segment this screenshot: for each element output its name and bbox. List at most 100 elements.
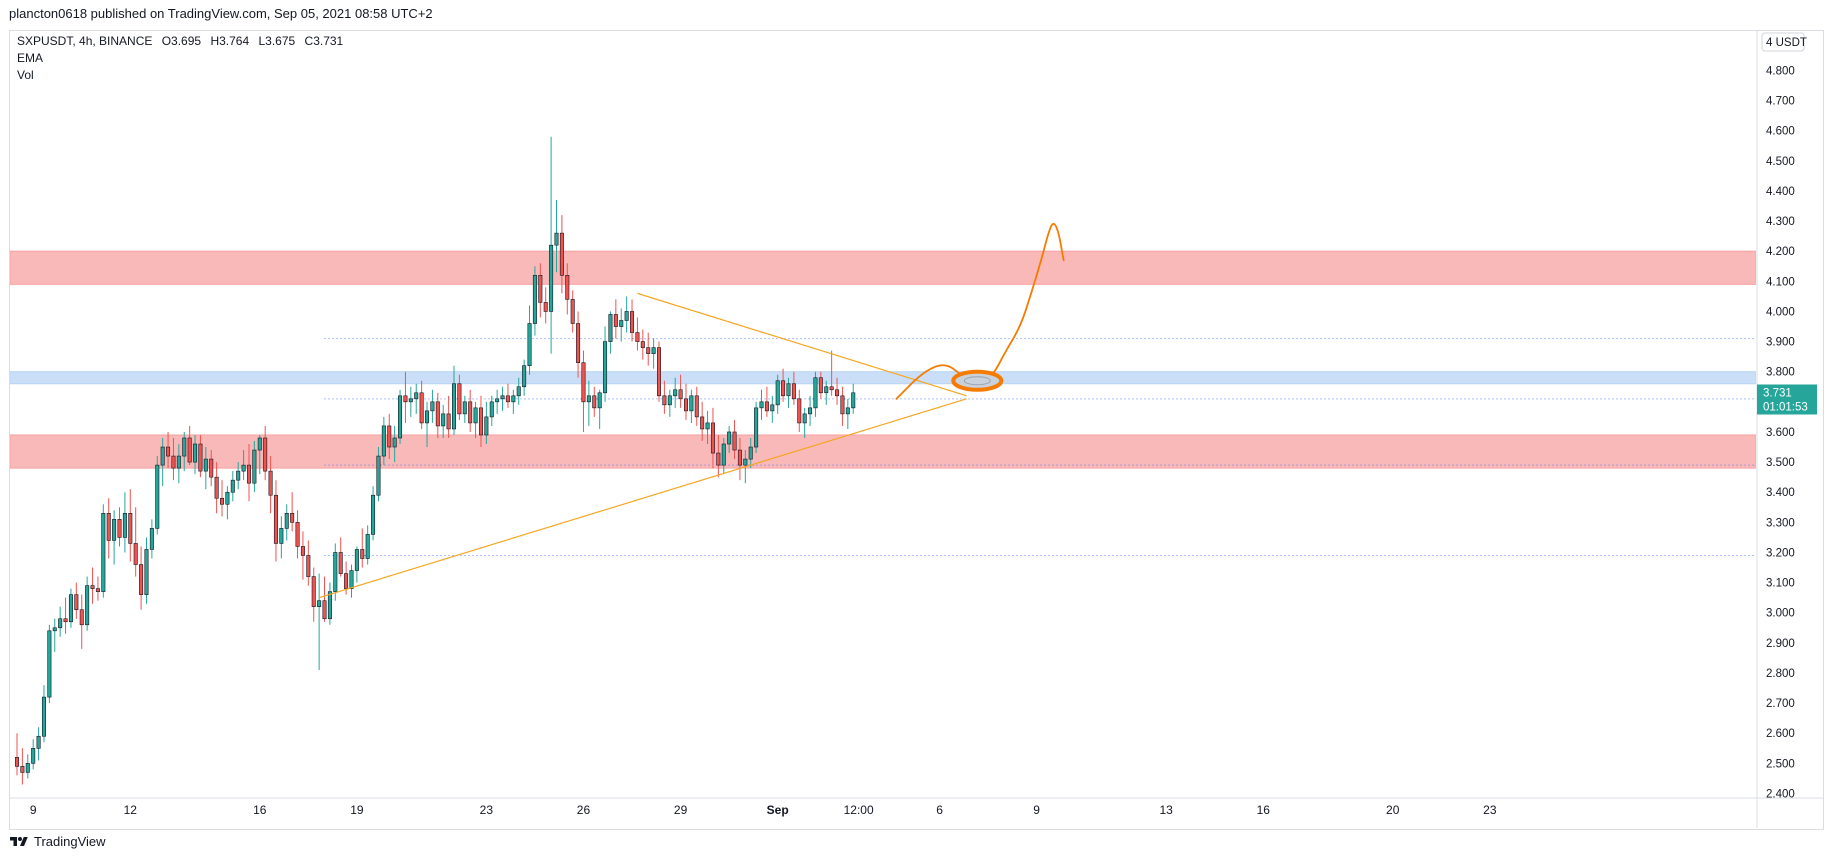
candle-body: [646, 347, 651, 354]
candle-body: [36, 735, 41, 749]
symbol-legend-row[interactable]: SXPUSDT, 4h, BINANCE O3.695 H3.764 L3.67…: [17, 33, 343, 50]
candle-body: [246, 464, 251, 484]
candle-body: [748, 446, 753, 460]
candle-body: [376, 455, 381, 496]
breakout-ellipse-inner: [963, 376, 991, 386]
candle-body: [732, 431, 737, 451]
candle-body: [311, 576, 316, 608]
candle-body: [344, 573, 349, 589]
price-tick-label: 2.600: [1766, 728, 1795, 740]
price-tick-label: 2.800: [1766, 668, 1795, 680]
candle-body: [176, 455, 181, 469]
zone-0: [10, 250, 1756, 285]
candle-body: [462, 401, 467, 415]
price-tick-label: 4.400: [1766, 186, 1795, 198]
time-tick-label: 12: [124, 803, 138, 817]
price-tick-label: 3.200: [1766, 547, 1795, 559]
currency-button-box: [1761, 32, 1805, 52]
candle-body: [543, 302, 548, 312]
candle-body: [754, 407, 759, 448]
price-tick-label: 3.500: [1766, 457, 1795, 469]
candle-body: [570, 299, 575, 324]
candle-body: [85, 585, 90, 626]
high-value: H3.764: [210, 34, 250, 48]
candle-body: [236, 470, 241, 481]
candle-body: [802, 413, 807, 424]
candle-body: [662, 395, 667, 406]
time-tick-label: 12:00: [844, 803, 874, 817]
candle-body: [775, 380, 780, 406]
candle-body: [31, 748, 36, 764]
candle-body: [349, 570, 354, 589]
price-tick-label: 4.700: [1766, 96, 1795, 108]
candle-body: [651, 347, 656, 354]
time-tick-label: 6: [936, 803, 943, 817]
time-tick-label: 13: [1159, 803, 1173, 817]
last-price-value: 3.731: [1763, 387, 1792, 399]
candle-body: [371, 494, 376, 535]
candle-body: [403, 395, 408, 403]
candle-body: [597, 392, 602, 409]
price-tick-label: 4.300: [1766, 216, 1795, 228]
price-tick-label: 3.100: [1766, 578, 1795, 590]
tradingview-logo-icon: [10, 836, 28, 846]
candle-body: [414, 392, 419, 400]
time-tick-label: 16: [253, 803, 267, 817]
candle-body: [522, 365, 527, 388]
price-axis: 2.400 2.500 2.600 2.700 2.800 2.900 3.000 3.100…: [1757, 32, 1817, 801]
candle-body: [549, 244, 554, 312]
candle-body: [532, 274, 537, 324]
ema-legend-row[interactable]: EMA: [17, 51, 44, 65]
candle-body: [290, 513, 295, 523]
lower-trendline: [318, 398, 967, 599]
candle-body: [743, 458, 748, 466]
price-tick-label: 4.200: [1766, 246, 1795, 258]
candle-body: [187, 437, 192, 463]
price-tick-label: 2.400: [1766, 789, 1795, 801]
candle-body: [473, 407, 478, 424]
candle-body: [95, 588, 100, 592]
candle-body: [365, 534, 370, 559]
candle-body: [268, 470, 273, 496]
candle-body: [818, 377, 823, 394]
candle-body: [791, 383, 796, 400]
candle-body: [198, 443, 203, 472]
candle-body: [263, 437, 268, 472]
currency-button-label: 4 USDT: [1766, 37, 1807, 49]
candle-body: [63, 618, 68, 623]
candle-body: [128, 513, 133, 544]
candle-body: [144, 549, 149, 595]
candle-body: [759, 401, 764, 409]
candle-body: [203, 458, 208, 472]
candle-body: [387, 425, 392, 448]
candle-body: [478, 407, 483, 436]
candle-body: [327, 591, 332, 620]
chart-legend: SXPUSDT, 4h, BINANCE O3.695 H3.764 L3.67…: [17, 33, 343, 84]
candle-body: [209, 458, 214, 478]
candle-body: [835, 389, 840, 397]
candle-body: [360, 549, 365, 559]
candle-body: [166, 446, 171, 457]
candle-body: [770, 404, 775, 412]
price-tick-label: 3.800: [1766, 367, 1795, 379]
candle-body: [241, 464, 246, 472]
candle-body: [139, 564, 144, 595]
currency-button[interactable]: 4 USDT: [1761, 32, 1807, 52]
candle-body: [252, 449, 257, 484]
candle-body: [619, 320, 624, 327]
breakout-ellipse: [951, 369, 1004, 392]
candle-body: [257, 437, 262, 451]
candle-body: [25, 763, 30, 773]
candle-body: [20, 766, 25, 773]
vol-legend-row[interactable]: Vol: [17, 68, 34, 82]
price-tick-label: 3.400: [1766, 487, 1795, 499]
time-tick-label: 29: [674, 803, 688, 817]
candle-body: [808, 407, 813, 415]
candle-body: [667, 395, 672, 406]
candle-countdown: 01:01:53: [1763, 401, 1808, 413]
candle-body: [230, 479, 235, 493]
candle-body: [117, 519, 122, 538]
candle-body: [673, 389, 678, 397]
candle-body: [338, 552, 343, 574]
